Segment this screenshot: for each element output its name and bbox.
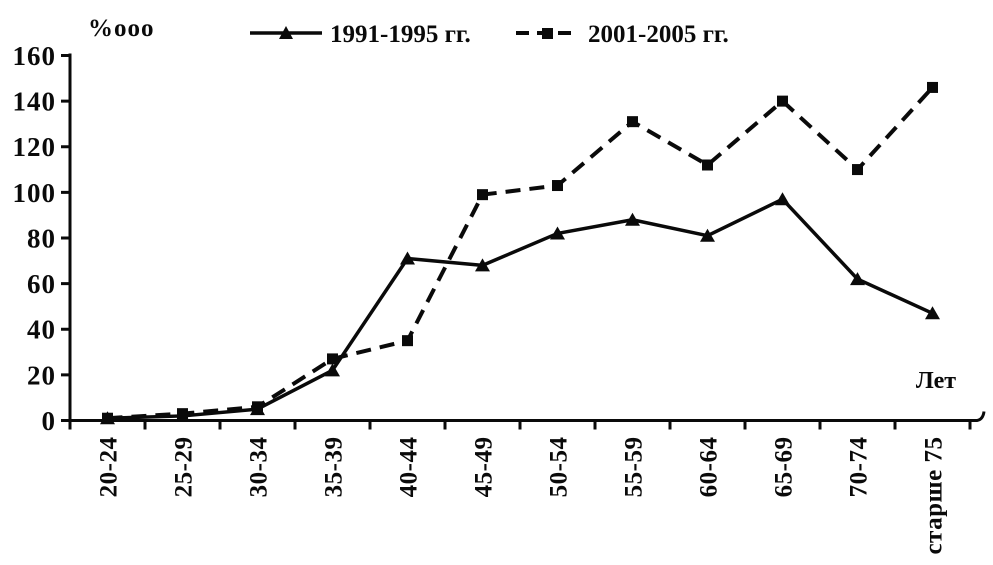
y-axis-unit-label: %ooo xyxy=(88,15,155,42)
series-marker-square xyxy=(327,353,338,365)
x-tick-label: старше 75 xyxy=(920,437,947,555)
series-marker-square xyxy=(852,164,863,176)
series-marker-triangle xyxy=(925,306,940,320)
x-axis-line xyxy=(70,411,986,422)
series-marker-triangle xyxy=(775,192,790,206)
series-marker-square xyxy=(927,81,938,93)
series-marker-square xyxy=(177,408,188,420)
series-marker-square xyxy=(477,189,488,201)
y-tick-label: 80 xyxy=(27,223,56,253)
plot-area: 0 20 40 60 80 100 120 140 160 20-24 25-29 30-34 35-3… xyxy=(13,41,986,555)
series-marker-square xyxy=(777,95,788,107)
legend-marker-triangle xyxy=(279,26,293,39)
series-marker-square xyxy=(627,116,638,128)
series-marker-square xyxy=(702,159,713,171)
x-tick-label: 25-29 xyxy=(170,437,197,498)
series-line-solid xyxy=(107,197,934,420)
series-marker-triangle xyxy=(475,258,490,272)
series-marker-square xyxy=(102,412,113,424)
series-marker-square xyxy=(252,401,263,413)
series-marker-square xyxy=(402,335,413,347)
y-tick-label: 20 xyxy=(27,360,56,390)
series-marker-triangle xyxy=(850,272,865,286)
y-tick-label: 160 xyxy=(13,41,57,71)
x-tick-label: 35-39 xyxy=(320,437,347,498)
x-tick-label: 65-69 xyxy=(770,437,797,498)
legend-marker-square xyxy=(542,28,553,39)
x-tick-label: 30-34 xyxy=(245,437,272,498)
x-tick-label: 60-64 xyxy=(695,437,722,498)
y-tick-label: 60 xyxy=(27,269,56,299)
legend: 1991-1995 гг. 2001-2005 гг. xyxy=(250,21,729,48)
y-tick-label: 100 xyxy=(13,178,57,208)
y-tick-label: 140 xyxy=(13,87,57,117)
x-tick-label: 55-59 xyxy=(620,437,647,498)
series-line-dashed xyxy=(107,86,934,421)
legend-label-2001-2005: 2001-2005 гг. xyxy=(588,21,729,48)
series-marker-square xyxy=(552,180,563,192)
x-tick-label: 20-24 xyxy=(95,437,122,498)
x-tick-label: 40-44 xyxy=(395,437,422,498)
series-marker-triangle xyxy=(550,226,565,240)
y-tick-label: 0 xyxy=(42,406,57,436)
legend-label-1991-1995: 1991-1995 гг. xyxy=(330,21,471,48)
x-axis-unit-label: Лет xyxy=(916,368,956,394)
y-tick-label: 120 xyxy=(13,132,57,162)
series-marker-triangle xyxy=(400,251,415,265)
x-tick-label: 70-74 xyxy=(845,437,872,498)
x-tick-label: 50-54 xyxy=(545,437,572,498)
series-marker-triangle xyxy=(700,228,715,242)
x-tick-label: 45-49 xyxy=(470,437,497,498)
series-marker-triangle xyxy=(325,363,340,377)
y-tick-label: 40 xyxy=(27,315,56,345)
series-marker-triangle xyxy=(625,212,640,226)
